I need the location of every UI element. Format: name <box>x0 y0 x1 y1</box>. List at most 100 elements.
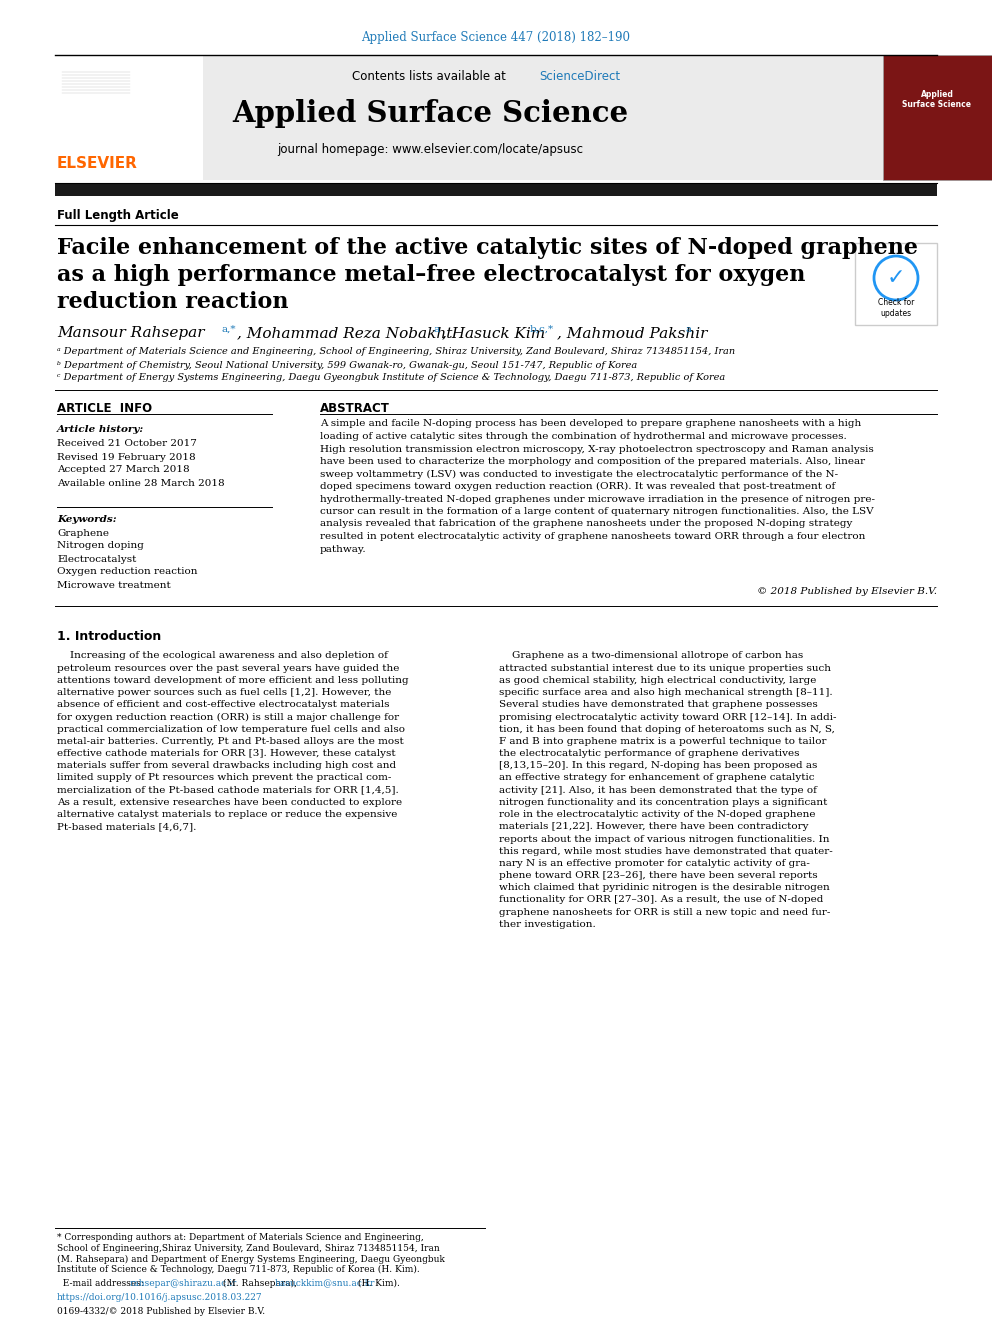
Text: materials suffer from several drawbacks including high cost and: materials suffer from several drawbacks … <box>57 761 396 770</box>
Text: cursor can result in the formation of a large content of quaternary nitrogen fun: cursor can result in the formation of a … <box>320 507 874 516</box>
Text: (M. Rahsepara),: (M. Rahsepara), <box>220 1278 300 1287</box>
Text: as a high performance metal–free electrocatalyst for oxygen: as a high performance metal–free electro… <box>57 265 806 286</box>
Text: nary N is an effective promoter for catalytic activity of gra-: nary N is an effective promoter for cata… <box>499 859 809 868</box>
Text: practical commercialization of low temperature fuel cells and also: practical commercialization of low tempe… <box>57 725 405 734</box>
Text: A simple and facile N-doping process has been developed to prepare graphene nano: A simple and facile N-doping process has… <box>320 419 861 429</box>
Text: Oxygen reduction reaction: Oxygen reduction reaction <box>57 568 197 577</box>
Text: b,c,*: b,c,* <box>530 324 555 333</box>
Text: Full Length Article: Full Length Article <box>57 209 179 222</box>
Text: doped specimens toward oxygen reduction reaction (ORR). It was revealed that pos: doped specimens toward oxygen reduction … <box>320 482 835 491</box>
Text: ARTICLE  INFO: ARTICLE INFO <box>57 401 152 414</box>
Text: Nitrogen doping: Nitrogen doping <box>57 541 144 550</box>
Text: Available online 28 March 2018: Available online 28 March 2018 <box>57 479 224 487</box>
Text: phene toward ORR [23–26], there have been several reports: phene toward ORR [23–26], there have bee… <box>499 871 817 880</box>
Text: ELSEVIER: ELSEVIER <box>57 156 138 171</box>
Text: Institute of Science & Technology, Daegu 711-873, Republic of Korea (H. Kim).: Institute of Science & Technology, Daegu… <box>57 1265 420 1274</box>
Text: Check for
updates: Check for updates <box>878 298 915 318</box>
Text: loading of active catalytic sites through the combination of hydrothermal and mi: loading of active catalytic sites throug… <box>320 433 847 441</box>
Text: role in the electrocatalytic activity of the N-doped graphene: role in the electrocatalytic activity of… <box>499 810 815 819</box>
Text: Several studies have demonstrated that graphene possesses: Several studies have demonstrated that g… <box>499 700 817 709</box>
Text: 0169-4332/© 2018 Published by Elsevier B.V.: 0169-4332/© 2018 Published by Elsevier B… <box>57 1307 265 1315</box>
Text: this regard, while most studies have demonstrated that quater-: this regard, while most studies have dem… <box>499 847 832 856</box>
Text: the electrocatalytic performance of graphene derivatives: the electrocatalytic performance of grap… <box>499 749 800 758</box>
Text: Applied Surface Science: Applied Surface Science <box>232 98 628 127</box>
Text: graphene nanosheets for ORR is still a new topic and need fur-: graphene nanosheets for ORR is still a n… <box>499 908 830 917</box>
Text: functionality for ORR [27–30]. As a result, the use of N-doped: functionality for ORR [27–30]. As a resu… <box>499 896 823 905</box>
Text: a: a <box>685 324 691 333</box>
Text: (M. Rahsepara) and Department of Energy Systems Engineering, Daegu Gyeongbuk: (M. Rahsepara) and Department of Energy … <box>57 1254 444 1263</box>
Text: attracted substantial interest due to its unique properties such: attracted substantial interest due to it… <box>499 664 831 672</box>
Text: (H. Kim).: (H. Kim). <box>355 1278 400 1287</box>
Text: Mansour Rahsepar: Mansour Rahsepar <box>57 325 204 340</box>
Text: ᶜ Department of Energy Systems Engineering, Daegu Gyeongbuk Institute of Science: ᶜ Department of Energy Systems Engineeri… <box>57 373 725 382</box>
Text: Accepted 27 March 2018: Accepted 27 March 2018 <box>57 466 189 475</box>
Text: Article history:: Article history: <box>57 426 144 434</box>
Bar <box>55 183 937 196</box>
Text: Electrocatalyst: Electrocatalyst <box>57 554 136 564</box>
Text: ABSTRACT: ABSTRACT <box>320 401 390 414</box>
Text: for oxygen reduction reaction (ORR) is still a major challenge for: for oxygen reduction reaction (ORR) is s… <box>57 713 399 721</box>
Text: E-mail addresses:: E-mail addresses: <box>57 1278 147 1287</box>
Text: Microwave treatment: Microwave treatment <box>57 581 171 590</box>
Text: [8,13,15–20]. In this regard, N-doping has been proposed as: [8,13,15–20]. In this regard, N-doping h… <box>499 761 817 770</box>
Text: petroleum resources over the past several years have guided the: petroleum resources over the past severa… <box>57 664 400 672</box>
Text: https://doi.org/10.1016/j.apsusc.2018.03.227: https://doi.org/10.1016/j.apsusc.2018.03… <box>57 1294 263 1303</box>
Text: as good chemical stability, high electrical conductivity, large: as good chemical stability, high electri… <box>499 676 816 685</box>
Text: Increasing of the ecological awareness and also depletion of: Increasing of the ecological awareness a… <box>57 651 388 660</box>
Text: which claimed that pyridinic nitrogen is the desirable nitrogen: which claimed that pyridinic nitrogen is… <box>499 884 829 892</box>
Text: activity [21]. Also, it has been demonstrated that the type of: activity [21]. Also, it has been demonst… <box>499 786 816 795</box>
Text: alternative catalyst materials to replace or reduce the expensive: alternative catalyst materials to replac… <box>57 810 398 819</box>
Text: materials [21,22]. However, there have been contradictory: materials [21,22]. However, there have b… <box>499 823 808 831</box>
Text: journal homepage: www.elsevier.com/locate/apsusc: journal homepage: www.elsevier.com/locat… <box>277 143 583 156</box>
Text: hydrothermally-treated N-doped graphenes under microwave irradiation in the pres: hydrothermally-treated N-doped graphenes… <box>320 495 875 504</box>
Text: ᵇ Department of Chemistry, Seoul National University, 599 Gwanak-ro, Gwanak-gu, : ᵇ Department of Chemistry, Seoul Nationa… <box>57 360 637 369</box>
Text: alternative power sources such as fuel cells [1,2]. However, the: alternative power sources such as fuel c… <box>57 688 392 697</box>
Text: an effective strategy for enhancement of graphene catalytic: an effective strategy for enhancement of… <box>499 774 814 782</box>
Text: limited supply of Pt resources which prevent the practical com-: limited supply of Pt resources which pre… <box>57 774 392 782</box>
Text: © 2018 Published by Elsevier B.V.: © 2018 Published by Elsevier B.V. <box>757 587 937 597</box>
Text: ✓: ✓ <box>887 269 906 288</box>
Text: School of Engineering,Shiraz University, Zand Boulevard, Shiraz 7134851154, Iran: School of Engineering,Shiraz University,… <box>57 1244 439 1253</box>
Text: nitrogen functionality and its concentration plays a significant: nitrogen functionality and its concentra… <box>499 798 827 807</box>
Text: ScienceDirect: ScienceDirect <box>539 70 620 82</box>
Text: sweep voltammetry (LSV) was conducted to investigate the electrocatalytic perfor: sweep voltammetry (LSV) was conducted to… <box>320 470 838 479</box>
Text: a,*: a,* <box>222 324 236 333</box>
Text: Applied Surface Science 447 (2018) 182–190: Applied Surface Science 447 (2018) 182–1… <box>361 32 631 45</box>
Text: , Mohammad Reza Nobakht: , Mohammad Reza Nobakht <box>237 325 452 340</box>
Text: ther investigation.: ther investigation. <box>499 919 596 929</box>
Text: resulted in potent electrocatalytic activity of graphene nanosheets toward ORR t: resulted in potent electrocatalytic acti… <box>320 532 865 541</box>
Text: specific surface area and also high mechanical strength [8–11].: specific surface area and also high mech… <box>499 688 832 697</box>
Bar <box>883 56 992 180</box>
Text: Applied
Surface Science: Applied Surface Science <box>903 90 971 110</box>
Text: F and B into graphene matrix is a powerful technique to tailor: F and B into graphene matrix is a powerf… <box>499 737 826 746</box>
Text: Graphene: Graphene <box>57 528 109 537</box>
Text: * Corresponding authors at: Department of Materials Science and Engineering,: * Corresponding authors at: Department o… <box>57 1233 424 1242</box>
Text: have been used to characterize the morphology and composition of the prepared ma: have been used to characterize the morph… <box>320 456 865 466</box>
Text: effective cathode materials for ORR [3]. However, these catalyst: effective cathode materials for ORR [3].… <box>57 749 396 758</box>
Text: attentions toward development of more efficient and less polluting: attentions toward development of more ef… <box>57 676 409 685</box>
Text: 1. Introduction: 1. Introduction <box>57 631 162 643</box>
Text: High resolution transmission electron microscopy, X-ray photoelectron spectrosco: High resolution transmission electron mi… <box>320 445 874 454</box>
Text: Keywords:: Keywords: <box>57 515 117 524</box>
Text: Revised 19 February 2018: Revised 19 February 2018 <box>57 452 195 462</box>
Bar <box>55 56 883 180</box>
Text: hasuckkim@snu.ac.kr: hasuckkim@snu.ac.kr <box>275 1278 376 1287</box>
Text: a: a <box>434 324 440 333</box>
Text: Received 21 October 2017: Received 21 October 2017 <box>57 439 196 448</box>
Bar <box>55 56 203 180</box>
Text: As a result, extensive researches have been conducted to explore: As a result, extensive researches have b… <box>57 798 402 807</box>
Text: metal-air batteries. Currently, Pt and Pt-based alloys are the most: metal-air batteries. Currently, Pt and P… <box>57 737 404 746</box>
Text: , Hasuck Kim: , Hasuck Kim <box>442 325 551 340</box>
Text: reduction reaction: reduction reaction <box>57 291 289 314</box>
Text: analysis revealed that fabrication of the graphene nanosheets under the proposed: analysis revealed that fabrication of th… <box>320 520 852 528</box>
Text: Contents lists available at: Contents lists available at <box>352 70 510 82</box>
Text: Facile enhancement of the active catalytic sites of N-doped graphene: Facile enhancement of the active catalyt… <box>57 237 918 259</box>
Text: pathway.: pathway. <box>320 545 367 553</box>
Text: Pt-based materials [4,6,7].: Pt-based materials [4,6,7]. <box>57 823 196 831</box>
Text: reports about the impact of various nitrogen functionalities. In: reports about the impact of various nitr… <box>499 835 829 844</box>
Text: ᵃ Department of Materials Science and Engineering, School of Engineering, Shiraz: ᵃ Department of Materials Science and En… <box>57 348 735 356</box>
Text: rahsepar@shirazu.ac.ir: rahsepar@shirazu.ac.ir <box>130 1278 237 1287</box>
Bar <box>855 243 937 325</box>
Text: tion, it has been found that doping of heteroatoms such as N, S,: tion, it has been found that doping of h… <box>499 725 835 734</box>
Text: mercialization of the Pt-based cathode materials for ORR [1,4,5].: mercialization of the Pt-based cathode m… <box>57 786 399 795</box>
